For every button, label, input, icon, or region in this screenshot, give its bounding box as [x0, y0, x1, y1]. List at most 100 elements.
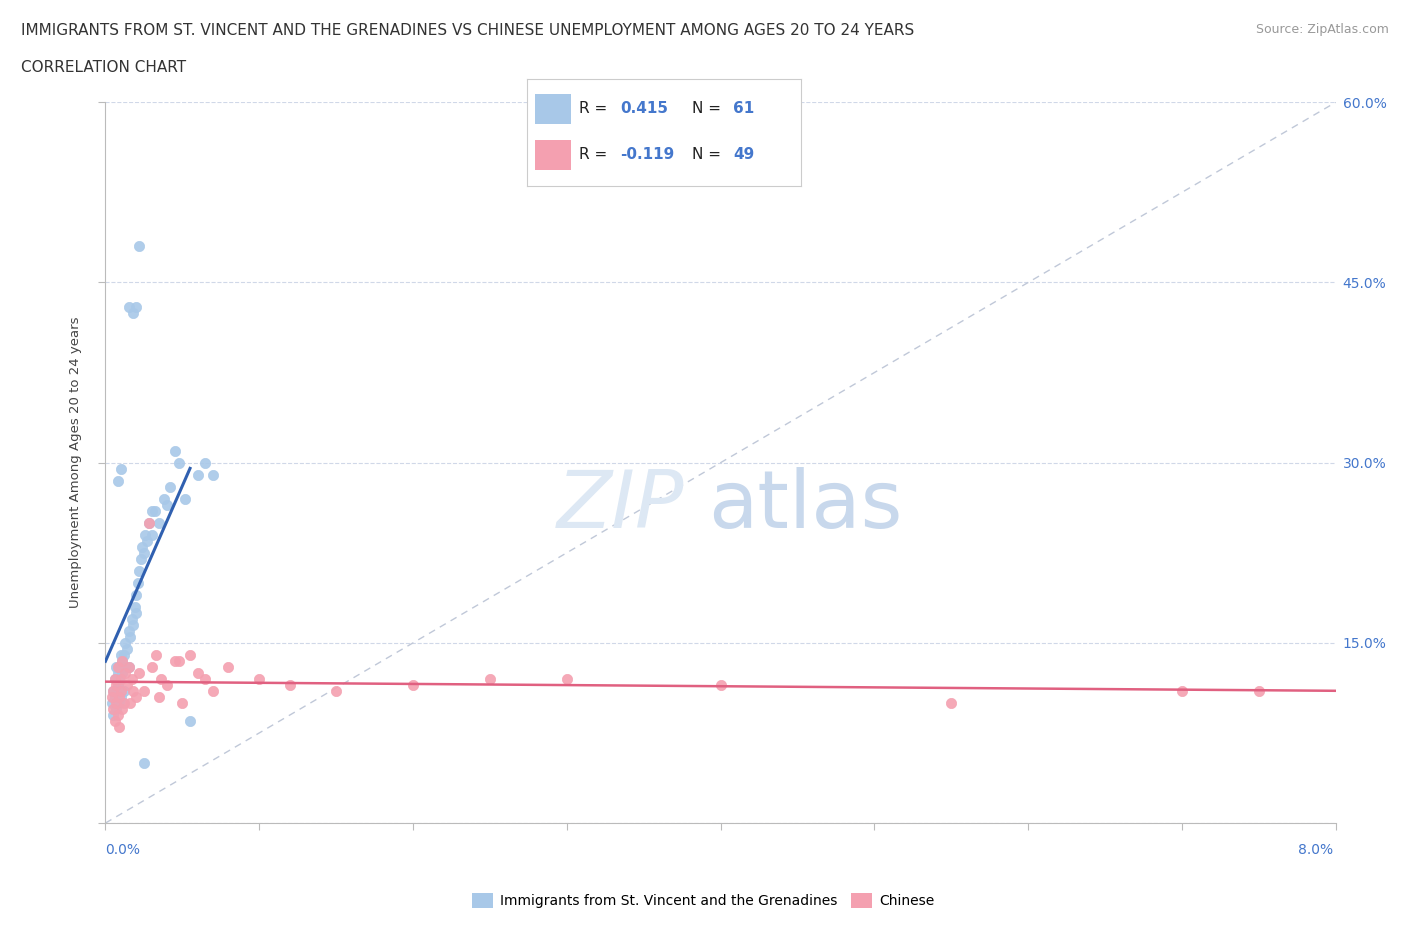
Point — [134, 527, 156, 542]
Point — [114, 666, 136, 681]
Point — [278, 677, 301, 692]
Point — [1171, 684, 1194, 698]
Point — [141, 659, 163, 674]
Point — [159, 479, 181, 494]
Point — [112, 696, 135, 711]
Point — [163, 444, 186, 458]
Point — [148, 689, 170, 704]
Point — [128, 564, 150, 578]
Text: 8.0%: 8.0% — [1298, 843, 1333, 857]
Point — [100, 689, 122, 704]
FancyBboxPatch shape — [536, 140, 571, 170]
Point — [143, 503, 166, 518]
Point — [131, 539, 153, 554]
Point — [108, 689, 131, 704]
Point — [108, 671, 131, 686]
Point — [110, 461, 132, 476]
Point — [136, 533, 159, 548]
Point — [172, 696, 194, 711]
Point — [108, 659, 131, 674]
Point — [555, 671, 578, 686]
Point — [141, 503, 163, 518]
Point — [115, 642, 138, 657]
Point — [218, 659, 240, 674]
Text: Source: ZipAtlas.com: Source: ZipAtlas.com — [1256, 23, 1389, 36]
Point — [122, 305, 145, 320]
Point — [128, 239, 150, 254]
Point — [132, 545, 155, 560]
Text: R =: R = — [579, 101, 607, 116]
Point — [120, 696, 141, 711]
Point — [124, 600, 146, 615]
Point — [108, 720, 131, 735]
Point — [247, 671, 270, 686]
Point — [187, 666, 209, 681]
Point — [121, 611, 143, 626]
Point — [121, 671, 143, 686]
Point — [202, 684, 225, 698]
Point — [129, 551, 152, 566]
Point — [111, 654, 134, 669]
Point — [105, 677, 128, 692]
Point — [112, 684, 135, 698]
Point — [114, 659, 136, 674]
Point — [125, 605, 148, 620]
Text: atlas: atlas — [709, 467, 903, 545]
Point — [110, 689, 132, 704]
Legend: Immigrants from St. Vincent and the Grenadines, Chinese: Immigrants from St. Vincent and the Gren… — [467, 888, 939, 914]
Point — [111, 701, 134, 716]
Text: 0.415: 0.415 — [620, 101, 668, 116]
Point — [122, 618, 145, 632]
Point — [104, 689, 127, 704]
Point — [110, 671, 132, 686]
Text: 61: 61 — [733, 101, 754, 116]
Point — [156, 498, 179, 512]
Point — [104, 671, 127, 686]
Point — [127, 576, 149, 591]
Point — [107, 659, 129, 674]
Point — [174, 491, 197, 506]
Point — [179, 713, 201, 728]
Point — [169, 456, 191, 471]
Text: R =: R = — [579, 148, 607, 163]
Point — [169, 654, 191, 669]
Point — [110, 684, 132, 698]
Point — [120, 630, 141, 644]
Point — [138, 515, 160, 530]
Point — [107, 473, 129, 488]
Point — [110, 647, 132, 662]
Point — [104, 713, 127, 728]
Point — [138, 515, 160, 530]
Point — [125, 689, 148, 704]
Point — [402, 677, 425, 692]
Point — [941, 696, 963, 711]
Point — [179, 647, 201, 662]
FancyBboxPatch shape — [536, 94, 571, 124]
Point — [125, 588, 148, 603]
Point — [187, 467, 209, 482]
Point — [114, 635, 136, 650]
Point — [104, 671, 127, 686]
Point — [105, 684, 128, 698]
Point — [105, 659, 128, 674]
Text: IMMIGRANTS FROM ST. VINCENT AND THE GRENADINES VS CHINESE UNEMPLOYMENT AMONG AGE: IMMIGRANTS FROM ST. VINCENT AND THE GREN… — [21, 23, 914, 38]
Text: 49: 49 — [733, 148, 754, 163]
Point — [125, 299, 148, 314]
Point — [101, 684, 124, 698]
Point — [156, 677, 179, 692]
Point — [117, 299, 139, 314]
Point — [202, 467, 225, 482]
Point — [107, 708, 129, 723]
Point — [112, 647, 135, 662]
Text: N =: N = — [692, 148, 721, 163]
Point — [132, 755, 155, 770]
Point — [325, 684, 347, 698]
Point — [163, 654, 186, 669]
Point — [101, 701, 124, 716]
Point — [107, 677, 129, 692]
Point — [105, 701, 128, 716]
Point — [117, 659, 139, 674]
Text: ZIP: ZIP — [557, 467, 683, 545]
Point — [149, 671, 172, 686]
Point — [111, 654, 134, 669]
